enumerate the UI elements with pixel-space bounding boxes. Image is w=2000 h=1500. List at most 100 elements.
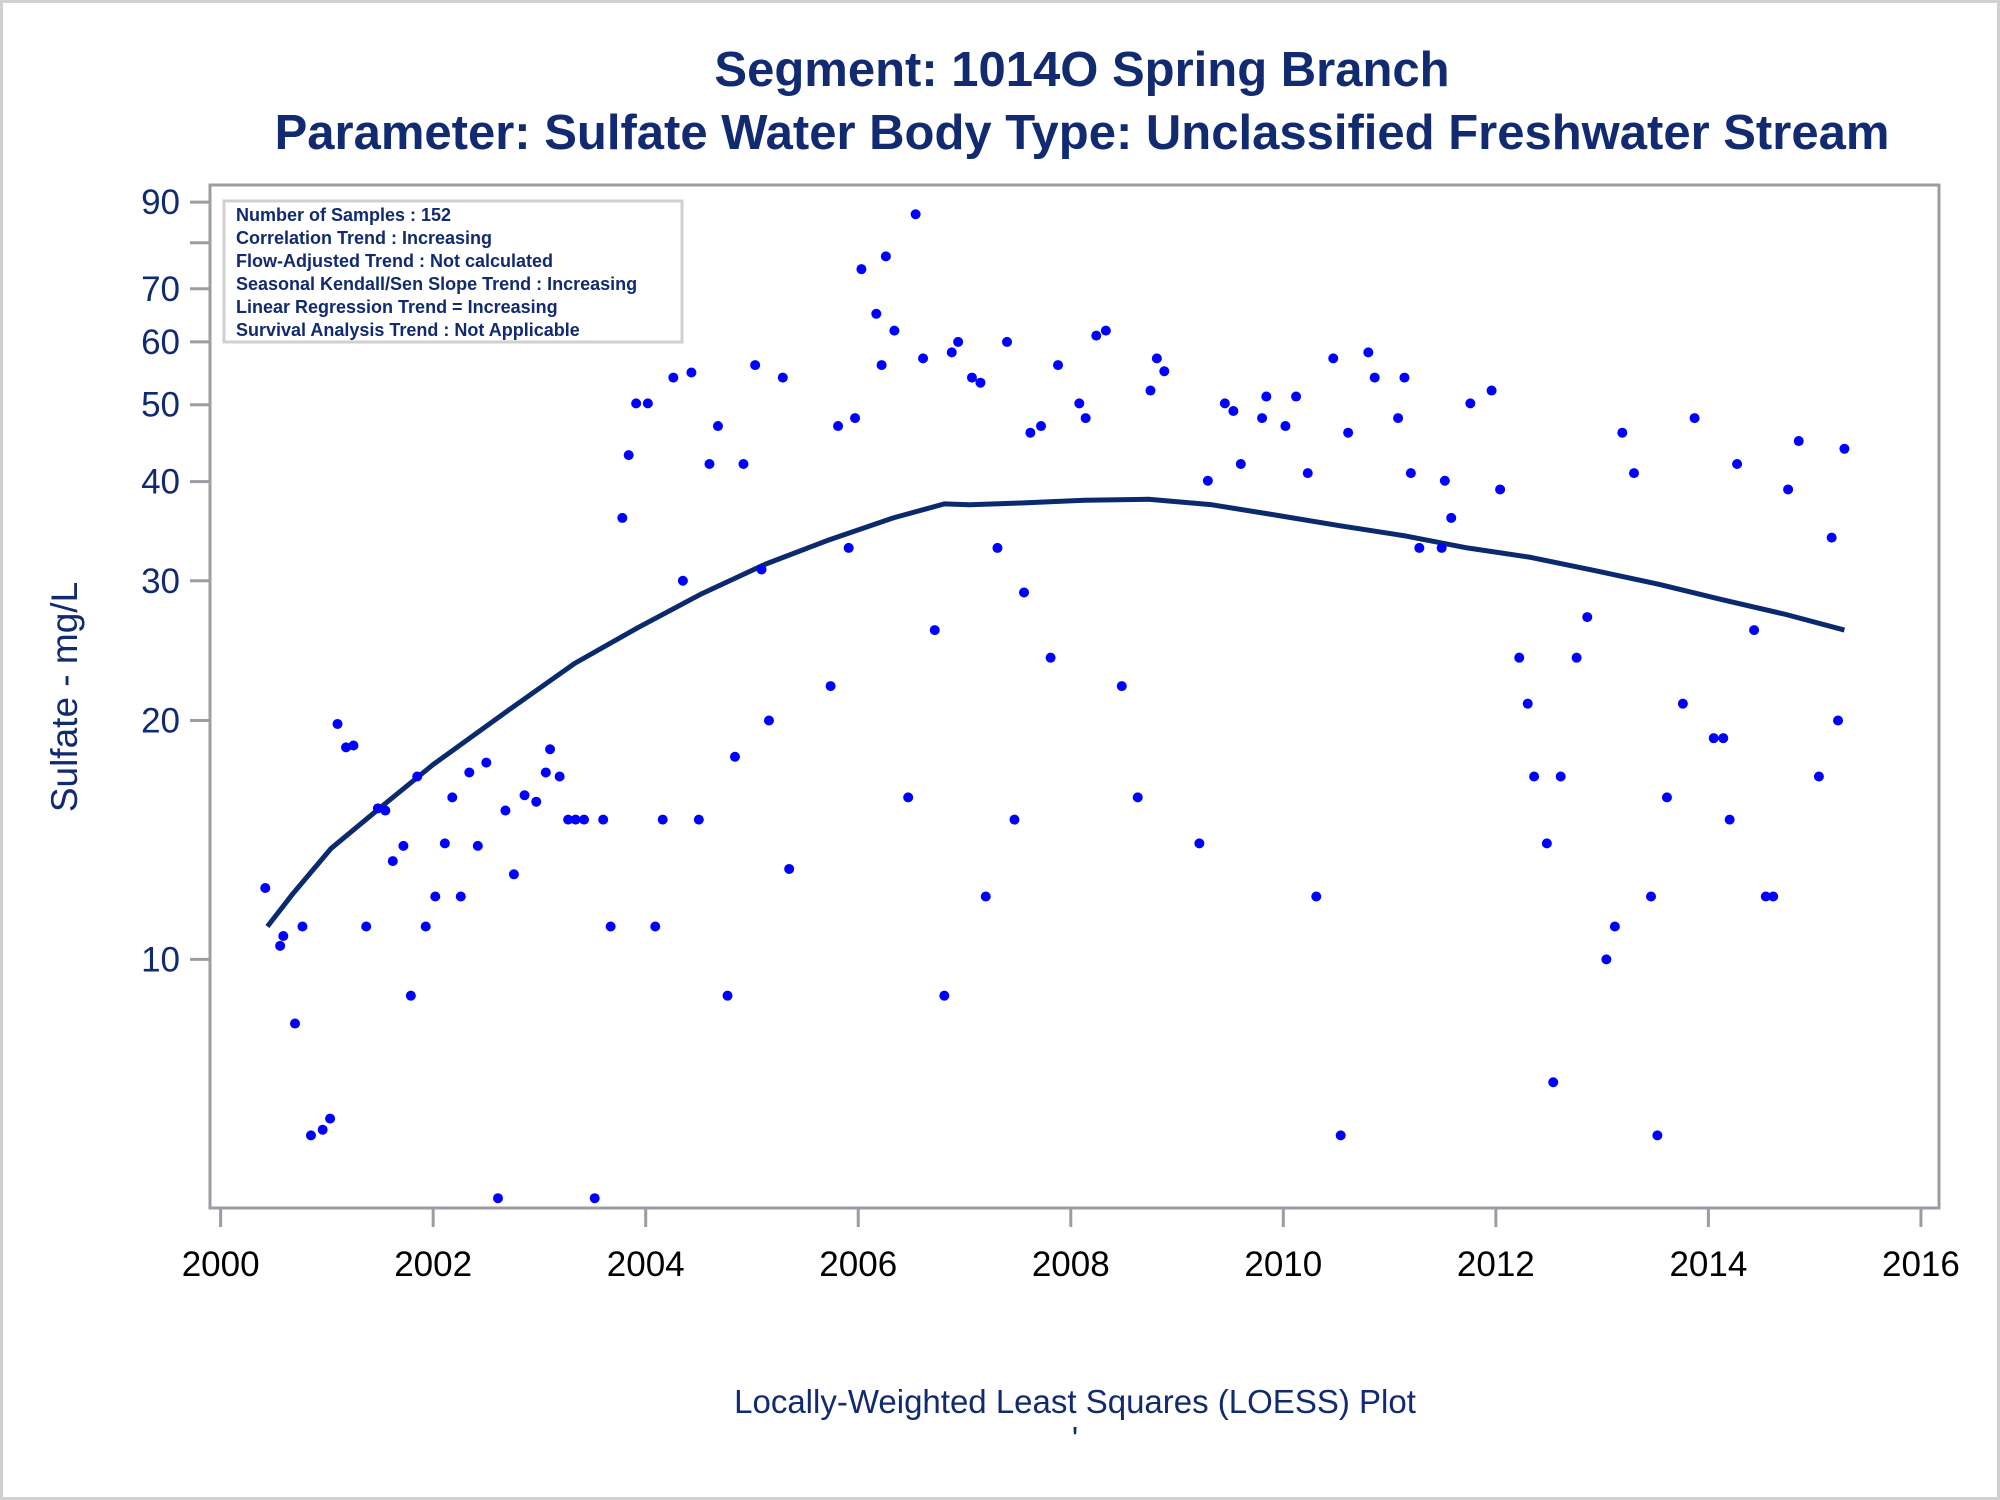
data-point [777, 372, 788, 383]
x-tick-label: 2002 [394, 1245, 472, 1284]
y-axis: 10 20 30 40 50 60 70 90 [141, 183, 210, 979]
data-point [833, 421, 844, 432]
data-point [1343, 427, 1354, 438]
data-point [430, 891, 441, 902]
data-point [1257, 413, 1268, 424]
data-point [1436, 542, 1447, 553]
data-point [1151, 353, 1162, 364]
data-point [472, 840, 483, 851]
data-point [1708, 733, 1719, 744]
data-point [1025, 427, 1036, 438]
data-point [1302, 468, 1313, 479]
inset-legend-box [222, 199, 684, 344]
data-point [1145, 385, 1156, 396]
data-point [1617, 427, 1628, 438]
legend-line-linear-regression: Linear Regression Trend = Increasing [236, 297, 558, 317]
data-point [1833, 715, 1844, 726]
data-point [361, 921, 372, 932]
data-point [1465, 398, 1476, 409]
data-point [1749, 625, 1760, 636]
data-point [876, 360, 887, 371]
data-point [1159, 366, 1170, 377]
data-point [1132, 792, 1143, 803]
legend-line-correlation: Correlation Trend : Increasing [236, 228, 492, 248]
data-point [1228, 405, 1239, 416]
data-point [1439, 475, 1450, 486]
data-point [1036, 421, 1047, 432]
data-point [554, 771, 565, 782]
data-point [738, 458, 749, 469]
data-point [1009, 814, 1020, 825]
data-point [439, 838, 450, 849]
data-point [1335, 1130, 1346, 1141]
data-point [939, 990, 950, 1001]
data-point [412, 771, 423, 782]
data-point [903, 792, 914, 803]
data-point [508, 869, 519, 880]
legend-line-flow-adjusted: Flow-Adjusted Trend : Not calculated [236, 251, 553, 271]
legend-line-samples: Number of Samples : 152 [236, 205, 451, 225]
x-tick-label: 2004 [607, 1245, 685, 1284]
chart-subtitle: Parameter: Sulfate Water Body Type: Uncl… [275, 106, 1890, 160]
data-point [1813, 771, 1824, 782]
data-point [420, 921, 431, 932]
legend-line-seasonal-kendall: Seasonal Kendall/Sen Slope Trend : Incre… [236, 274, 637, 294]
y-tick-label: 60 [141, 323, 180, 362]
data-point [1839, 443, 1850, 454]
data-point [1002, 336, 1013, 347]
x-tick-label: 2014 [1669, 1245, 1747, 1284]
data-point [1732, 458, 1743, 469]
y-tick-label: 50 [141, 386, 180, 425]
x-tick-label: 2012 [1457, 1245, 1535, 1284]
data-point [750, 360, 761, 371]
data-point [631, 398, 642, 409]
data-point [260, 883, 271, 894]
y-tick-label: 40 [141, 463, 180, 502]
y-axis-label: Sulfate - mg/L [44, 582, 85, 812]
data-point [1291, 391, 1302, 402]
data-point [1689, 413, 1700, 424]
data-point [1100, 325, 1111, 336]
data-point [297, 921, 308, 932]
y-tick-label: 30 [141, 562, 180, 601]
data-point [880, 251, 891, 262]
chart-title: Segment: 1014O Spring Branch [714, 43, 1449, 97]
data-point [784, 863, 795, 874]
data-point [1582, 612, 1593, 623]
data-point [332, 718, 343, 729]
data-point [455, 891, 466, 902]
data-point [531, 796, 542, 807]
data-point [1652, 1130, 1663, 1141]
data-point [1363, 347, 1374, 358]
data-point [1280, 421, 1291, 432]
data-point [1080, 413, 1091, 424]
data-point [1783, 484, 1794, 495]
data-point [387, 856, 398, 867]
data-point [1601, 954, 1612, 965]
data-point [1219, 398, 1230, 409]
data-point [617, 512, 628, 523]
data-point [756, 564, 767, 575]
x-tick-label: 2016 [1882, 1245, 1960, 1284]
data-point [871, 308, 882, 319]
data-point [1486, 385, 1497, 396]
data-point [712, 421, 723, 432]
data-point [348, 740, 359, 751]
data-point [992, 542, 1003, 553]
data-point [1793, 436, 1804, 447]
data-point [1045, 652, 1056, 663]
data-point [1826, 532, 1837, 543]
data-point [1609, 921, 1620, 932]
data-point [500, 805, 511, 816]
data-point [1446, 512, 1457, 523]
data-point [657, 814, 668, 825]
inset-legend: Number of Samples : 152 Correlation Tren… [222, 199, 684, 344]
data-point [1393, 413, 1404, 424]
data-point [1724, 814, 1735, 825]
data-point [729, 751, 740, 762]
data-point [1053, 360, 1064, 371]
data-point [686, 367, 697, 378]
x-tick-label: 2008 [1032, 1245, 1110, 1284]
